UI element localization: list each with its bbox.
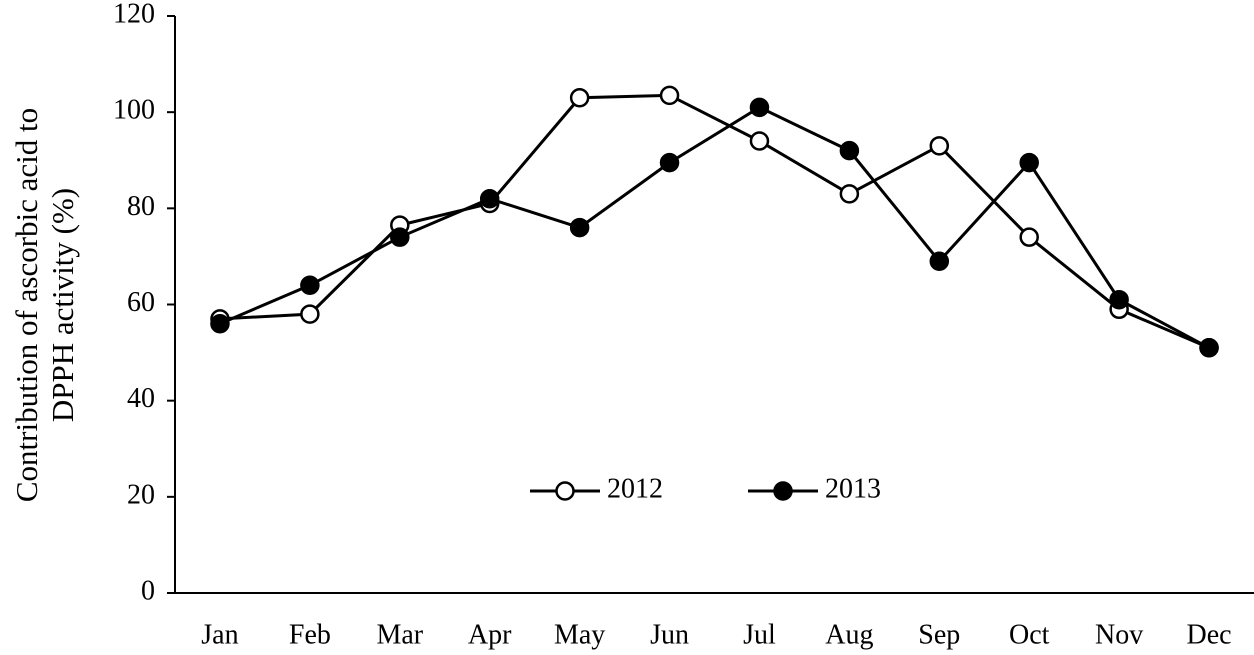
data-point bbox=[929, 251, 950, 271]
data-point bbox=[300, 275, 320, 296]
y-axis-label: DPPH activity (%) bbox=[45, 188, 80, 422]
data-point bbox=[839, 140, 860, 161]
data-point bbox=[1019, 152, 1039, 173]
x-tick-label: Aug bbox=[825, 619, 873, 650]
y-tick-label: 20 bbox=[127, 479, 155, 510]
x-tick-label: May bbox=[554, 619, 605, 650]
x-tick-label: Sep bbox=[918, 619, 960, 650]
y-tick-label: 100 bbox=[113, 95, 155, 126]
x-tick-label: Oct bbox=[1009, 619, 1050, 650]
x-tick-label: Jan bbox=[201, 619, 238, 650]
y-axis-label: Contribution of ascorbic acid to bbox=[9, 108, 44, 502]
series-line bbox=[219, 105, 1210, 350]
y-tick-label: 60 bbox=[127, 287, 155, 318]
legend-marker bbox=[555, 481, 575, 501]
legend-marker bbox=[773, 481, 793, 501]
data-point bbox=[929, 136, 950, 156]
x-tick-label: Apr bbox=[468, 619, 512, 650]
data-point bbox=[659, 85, 680, 106]
data-point bbox=[749, 97, 770, 118]
x-tick-label: Mar bbox=[376, 619, 423, 650]
y-tick-label: 120 bbox=[113, 0, 155, 29]
y-tick-label: 80 bbox=[127, 191, 155, 222]
legend-label: 2012 bbox=[607, 473, 663, 504]
data-point bbox=[569, 87, 590, 108]
data-point bbox=[390, 227, 410, 247]
data-point bbox=[1199, 338, 1219, 358]
data-point bbox=[1109, 289, 1129, 310]
x-tick-label: Feb bbox=[289, 619, 331, 650]
series-line bbox=[219, 93, 1210, 350]
data-point bbox=[210, 313, 230, 334]
data-point bbox=[479, 188, 500, 209]
x-tick-label: Jun bbox=[650, 619, 689, 650]
y-tick-label: 40 bbox=[127, 383, 155, 414]
data-point bbox=[839, 184, 860, 204]
data-point bbox=[1019, 227, 1039, 247]
legend-label: 2013 bbox=[825, 473, 881, 504]
y-tick-label: 0 bbox=[141, 575, 155, 606]
data-point bbox=[749, 131, 770, 151]
x-tick-label: Dec bbox=[1187, 619, 1232, 650]
x-tick-label: Nov bbox=[1095, 619, 1143, 650]
data-point bbox=[659, 152, 680, 173]
data-point bbox=[300, 304, 320, 324]
x-tick-label: Jul bbox=[743, 619, 776, 650]
data-point bbox=[569, 217, 590, 238]
